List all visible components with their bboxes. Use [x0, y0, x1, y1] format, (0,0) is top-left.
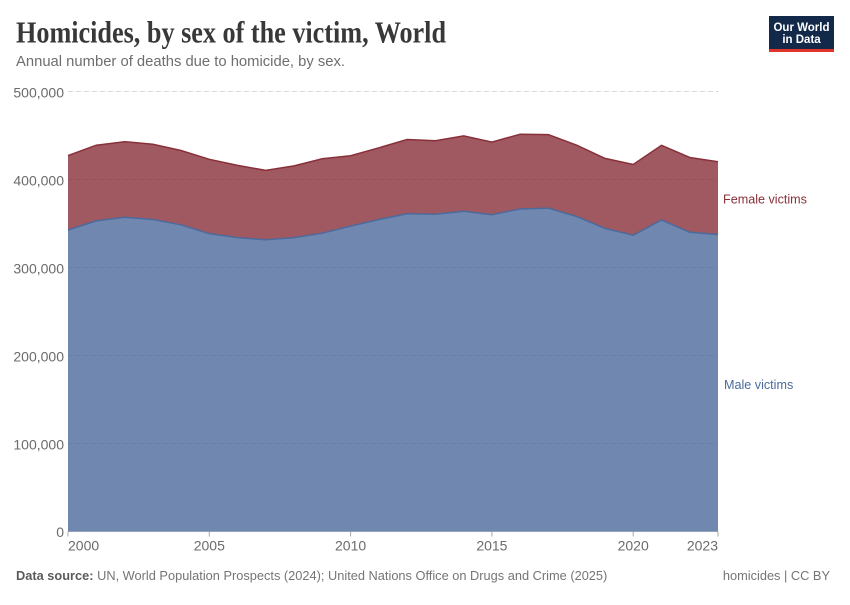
svg-text:in Data: in Data — [782, 34, 821, 46]
svg-text:2020: 2020 — [618, 538, 649, 554]
svg-text:homicides | CC BY: homicides | CC BY — [723, 568, 831, 583]
svg-text:Our World: Our World — [773, 22, 829, 34]
svg-text:Annual number of deaths due to: Annual number of deaths due to homicide,… — [16, 54, 345, 70]
svg-text:200,000: 200,000 — [13, 348, 64, 364]
svg-text:0: 0 — [56, 524, 64, 540]
svg-text:Female victims: Female victims — [723, 192, 807, 206]
svg-text:2010: 2010 — [335, 538, 366, 554]
svg-text:2023: 2023 — [687, 538, 718, 554]
svg-text:Data source: UN, World Populat: Data source: UN, World Population Prospe… — [16, 568, 607, 583]
svg-text:Male victims: Male victims — [724, 378, 793, 392]
svg-text:100,000: 100,000 — [13, 436, 64, 452]
svg-text:300,000: 300,000 — [13, 260, 64, 276]
svg-text:2005: 2005 — [194, 538, 225, 554]
svg-text:2000: 2000 — [68, 538, 99, 554]
svg-text:500,000: 500,000 — [13, 84, 64, 100]
svg-text:400,000: 400,000 — [13, 172, 64, 188]
svg-text:2015: 2015 — [476, 538, 507, 554]
svg-text:Homicides, by sex of the victi: Homicides, by sex of the victim, World — [16, 15, 446, 50]
